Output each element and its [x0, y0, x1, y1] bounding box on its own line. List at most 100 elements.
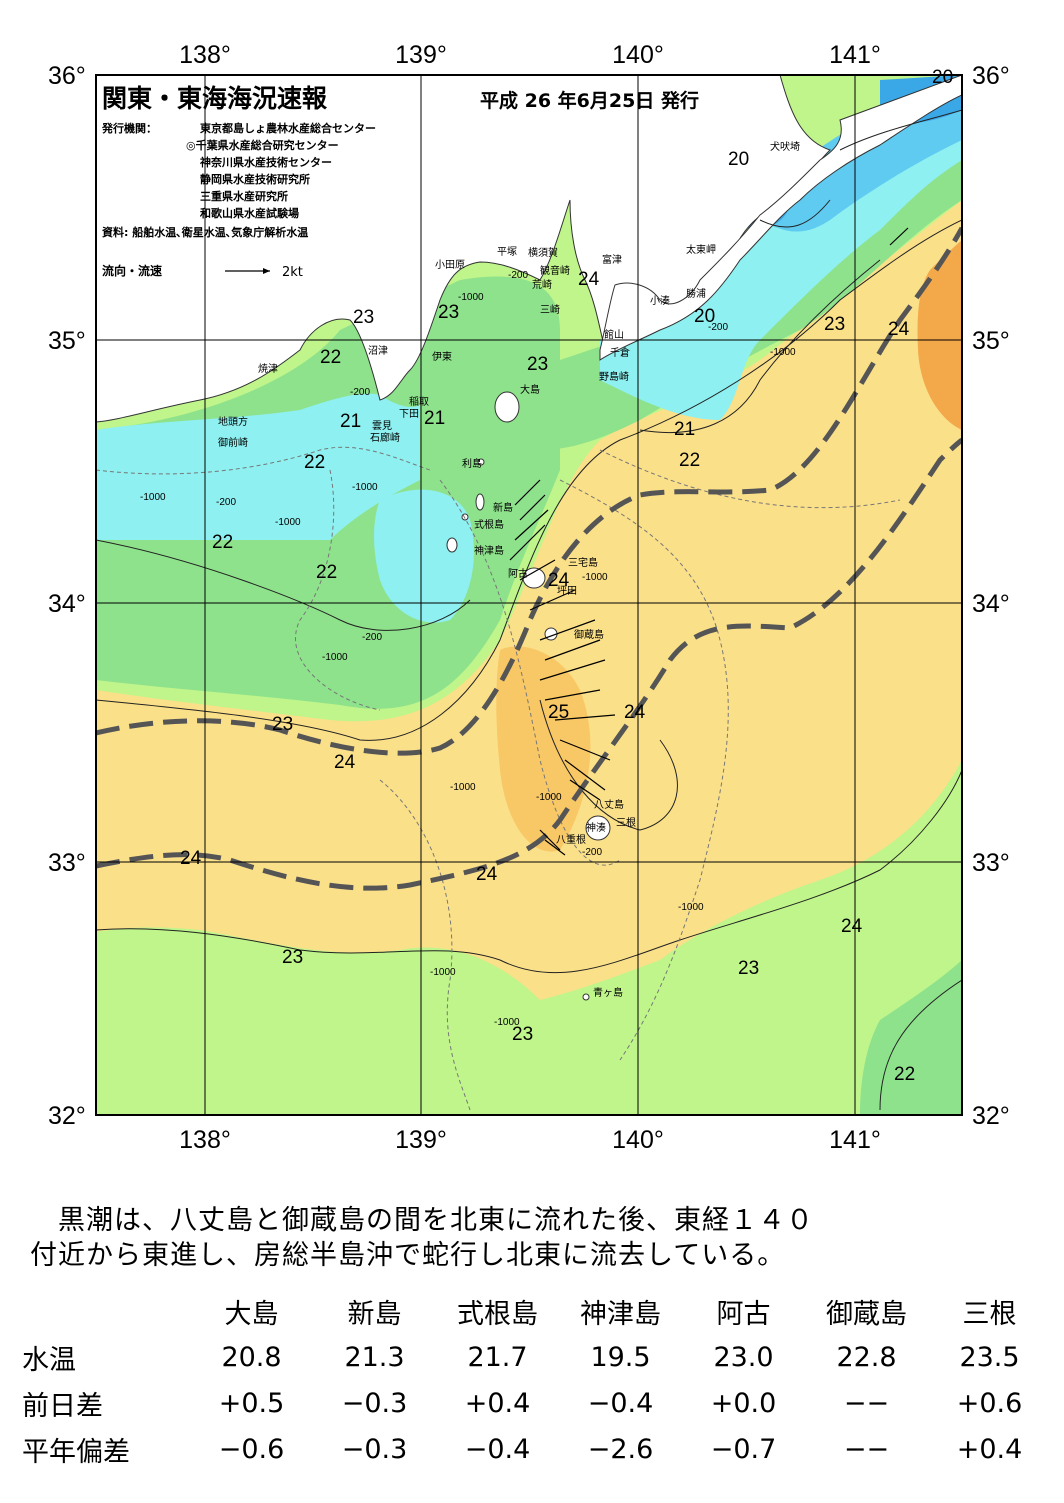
table-cell: −0.4 [587, 1387, 654, 1419]
data-sources: 資料: 船舶水温､衛星水温､気象庁解析水温 [102, 225, 308, 239]
observation-table: 大島 新島 式根島 神津島 阿古 御蔵島 三根 水温 20.8 21.3 21.… [22, 1288, 1051, 1472]
lon-label: 141° [829, 1126, 881, 1154]
place-label: 観音崎 [540, 264, 570, 277]
row-label: 水温 [22, 1344, 76, 1376]
publisher-label: 発行機関： [101, 121, 157, 135]
lat-label: 35° [972, 327, 1010, 355]
sea-temperature-map: 138° 139° 140° 141° 138° 139° 140° 141° … [48, 41, 1010, 1154]
place-label: 荒崎 [532, 278, 552, 291]
table-cell: 22.8 [836, 1341, 897, 1373]
table-cell: −0.3 [341, 1433, 408, 1465]
lat-label: 34° [972, 590, 1010, 618]
depth-label: -1000 [450, 782, 476, 793]
publisher: ◎千葉県水産総合研究センター [186, 138, 339, 152]
isotherm-label: 22 [304, 452, 325, 473]
place-label: 三根 [616, 816, 636, 829]
place-label: 横須賀 [528, 246, 558, 259]
place-label: 三崎 [540, 303, 560, 316]
depth-label: -1000 [770, 347, 796, 358]
table-cell: +0.4 [464, 1387, 531, 1419]
table-cell: +0.0 [710, 1387, 777, 1419]
lon-label: 139° [395, 1126, 447, 1154]
isotherm-label: 23 [512, 1024, 533, 1045]
place-label: 勝浦 [686, 287, 706, 300]
lon-label: 138° [179, 41, 231, 69]
commentary-line: 黒潮は、八丈島と御蔵島の間を北東に流れた後、東経１４０ [30, 1205, 814, 1236]
place-label: 八丈島 [594, 798, 624, 811]
isotherm-label: 24 [548, 570, 570, 591]
place-label: 千倉 [610, 346, 630, 359]
isotherm-label: 24 [180, 848, 202, 869]
station-header: 阿古 [716, 1298, 771, 1330]
lat-label: 33° [48, 849, 86, 877]
depth-label: -200 [362, 632, 382, 643]
table-row: 前日差 +0.5 −0.3 +0.4 −0.4 +0.0 −− +0.6 [22, 1380, 1051, 1426]
island-toshima [477, 458, 485, 466]
longitude-labels-bottom: 138° 139° 140° 141° [179, 1126, 881, 1154]
publisher: 静岡県水産技術研究所 [200, 172, 310, 186]
publisher: 神奈川県水産技術センター [200, 155, 332, 169]
depth-label: -1000 [458, 292, 484, 303]
place-label: 稲取 [409, 396, 429, 408]
depth-label: -1000 [430, 967, 456, 978]
isotherm-label: 23 [738, 958, 759, 979]
isotherm-label: 22 [679, 450, 700, 471]
place-label: 新島 [493, 501, 513, 514]
isotherm-label: 21 [424, 408, 445, 429]
place-label: 伊東 [432, 350, 452, 363]
place-label: 御前崎 [218, 436, 248, 449]
isotherm-label: 25 [548, 702, 569, 723]
depth-label: -200 [216, 497, 236, 508]
place-label: 平塚 [497, 246, 517, 258]
isotherm-label: 24 [578, 269, 600, 290]
isotherm-label: 23 [272, 714, 293, 735]
current-legend-label: 流向・流速 [102, 263, 162, 278]
table-cell: +0.5 [218, 1387, 285, 1419]
land-honshu [96, 75, 831, 423]
station-header: 式根島 [457, 1298, 538, 1330]
island-shikinejima [461, 513, 469, 521]
table-cell: −0.4 [464, 1433, 531, 1465]
graticule [96, 75, 962, 1115]
row-label: 平年偏差 [22, 1436, 130, 1468]
place-label: 大島 [520, 383, 540, 396]
isotherm-label: 23 [282, 947, 303, 968]
isotherm-label: 20 [694, 306, 715, 327]
table-row: 平年偏差 −0.6 −0.3 −0.4 −2.6 −0.7 −− +0.4 [22, 1426, 1051, 1472]
isotherm-label: 22 [316, 562, 337, 583]
island-niijima [475, 493, 485, 511]
place-label: 坪田 [557, 584, 577, 597]
map-title: 関東・東海海況速報 [102, 84, 328, 113]
place-labels: 犬吠埼 太東岬 勝浦 小湊 富津 館山 千倉 野島崎 観音崎 横須賀 荒崎 三崎… [218, 140, 800, 999]
table-cell: 19.5 [590, 1341, 651, 1373]
place-label: 神湊 [586, 821, 606, 834]
isotherm-label: 24 [476, 864, 498, 885]
commentary: 黒潮は、八丈島と御蔵島の間を北東に流れた後、東経１４０ 付近から東進し、房総半島… [30, 1203, 1040, 1273]
row-label: 前日差 [22, 1390, 103, 1422]
station-header: 神津島 [580, 1298, 661, 1330]
station-header: 御蔵島 [826, 1298, 907, 1330]
temperature-fill-layer [96, 75, 962, 1115]
island-oshima [494, 391, 520, 423]
zone-25-26 [496, 646, 591, 852]
publisher: 三重県水産研究所 [200, 189, 288, 203]
place-label: 下田 [399, 409, 419, 420]
lat-label: 32° [48, 1102, 86, 1130]
table-cell: −0.6 [218, 1433, 285, 1465]
publisher: 東京都島しょ農林水産総合センター [200, 121, 376, 135]
table-cell: −0.7 [710, 1433, 777, 1465]
isotherm-label: 24 [624, 702, 646, 723]
latitude-labels-right: 36° 35° 34° 33° 32° [972, 62, 1010, 1130]
depth-label: -1000 [678, 902, 704, 913]
issue-date: 平成 26 年6月25日 発行 [480, 89, 699, 112]
depth-label: -200 [508, 270, 528, 281]
depth-labels: -200 -1000 -200 -1000 -200 -1000 -200 -1… [140, 270, 796, 1028]
lon-label: 140° [612, 1126, 664, 1154]
depth-label: -1000 [494, 1017, 520, 1028]
station-header: 新島 [347, 1298, 402, 1330]
map-header: 関東・東海海況速報 平成 26 年6月25日 発行 発行機関： 東京都島しょ農林… [101, 84, 699, 280]
table-cell: −− [843, 1387, 890, 1419]
table-cell: +0.4 [956, 1433, 1023, 1465]
depth-label: -1000 [582, 572, 608, 583]
place-label: 八重根 [556, 833, 586, 846]
